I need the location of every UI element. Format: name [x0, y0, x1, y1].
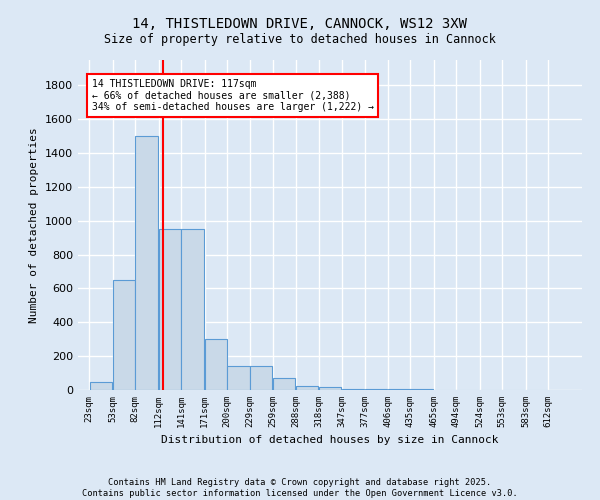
Bar	[274, 378, 295, 390]
Bar	[319, 388, 341, 390]
Bar	[250, 366, 272, 390]
Bar	[410, 389, 433, 390]
Bar	[205, 339, 227, 390]
Bar	[388, 389, 410, 390]
Bar	[113, 280, 135, 390]
Bar	[181, 229, 203, 390]
Text: 14, THISTLEDOWN DRIVE, CANNOCK, WS12 3XW: 14, THISTLEDOWN DRIVE, CANNOCK, WS12 3XW	[133, 18, 467, 32]
Bar	[296, 386, 318, 390]
Bar	[365, 389, 388, 390]
Bar	[89, 382, 112, 390]
X-axis label: Distribution of detached houses by size in Cannock: Distribution of detached houses by size …	[161, 436, 499, 446]
Bar	[136, 136, 158, 390]
Bar	[227, 366, 250, 390]
Text: 14 THISTLEDOWN DRIVE: 117sqm
← 66% of detached houses are smaller (2,388)
34% of: 14 THISTLEDOWN DRIVE: 117sqm ← 66% of de…	[92, 78, 374, 112]
Y-axis label: Number of detached properties: Number of detached properties	[29, 127, 40, 323]
Bar	[342, 389, 364, 390]
Text: Size of property relative to detached houses in Cannock: Size of property relative to detached ho…	[104, 32, 496, 46]
Bar	[159, 229, 181, 390]
Text: Contains HM Land Registry data © Crown copyright and database right 2025.
Contai: Contains HM Land Registry data © Crown c…	[82, 478, 518, 498]
